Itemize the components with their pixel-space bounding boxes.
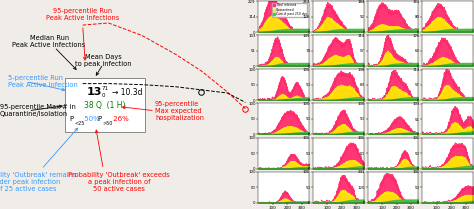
- FancyBboxPatch shape: [64, 78, 145, 132]
- Text: 13: 13: [87, 87, 102, 97]
- Text: 26%: 26%: [111, 116, 129, 122]
- Text: P: P: [70, 116, 74, 122]
- Text: 50%: 50%: [82, 116, 100, 122]
- Text: 71: 71: [102, 86, 109, 91]
- Text: 5-percentile Run
Peak Active Infection: 5-percentile Run Peak Active Infection: [8, 75, 78, 88]
- Text: >50: >50: [102, 121, 113, 126]
- Text: → 10.3d: → 10.3d: [112, 88, 143, 97]
- Text: P: P: [98, 116, 102, 122]
- Text: Probability 'Outbreak' exceeds
a peak infection of
50 active cases: Probability 'Outbreak' exceeds a peak in…: [68, 172, 170, 192]
- Text: Median Run
Peak Active Infections: Median Run Peak Active Infections: [12, 35, 86, 48]
- Text: Probability 'Outbreak' remains
under peak infection
of 25 active cases: Probability 'Outbreak' remains under pea…: [0, 172, 76, 192]
- Text: 95-percentile
Max expected
hospitalization: 95-percentile Max expected hospitalizati…: [155, 101, 204, 121]
- Legend: Total infected, Quarantined, Cum # past 250 dys: Total infected, Quarantined, Cum # past …: [273, 3, 308, 17]
- Text: 95-percentile Run
Peak Active Infections: 95-percentile Run Peak Active Infections: [46, 8, 119, 21]
- Text: 0: 0: [102, 93, 106, 98]
- Text: 38 Q  (1 H): 38 Q (1 H): [84, 101, 126, 110]
- Text: 95-percentile Max # in
Quarantine/Isolation: 95-percentile Max # in Quarantine/Isolat…: [0, 104, 76, 117]
- Text: Mean Days
to peak infection: Mean Days to peak infection: [75, 54, 132, 67]
- Text: <25: <25: [74, 121, 85, 126]
